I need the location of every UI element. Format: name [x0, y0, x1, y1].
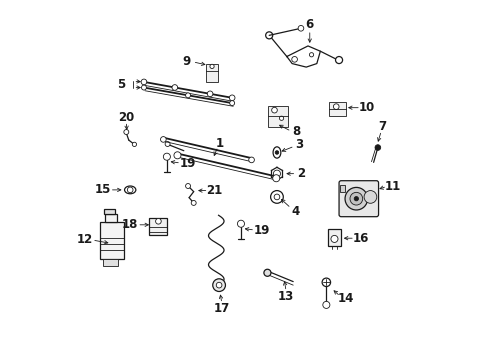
Circle shape: [374, 145, 380, 150]
Circle shape: [322, 278, 330, 287]
Circle shape: [141, 79, 146, 85]
Circle shape: [298, 26, 303, 31]
Circle shape: [174, 152, 181, 159]
Circle shape: [264, 269, 270, 276]
Text: 13: 13: [278, 290, 294, 303]
Text: 11: 11: [384, 180, 400, 193]
Circle shape: [265, 32, 272, 39]
Circle shape: [353, 197, 358, 201]
Text: 20: 20: [118, 111, 134, 124]
Bar: [339, 185, 345, 192]
Circle shape: [212, 279, 225, 292]
Bar: [100, 222, 123, 259]
Circle shape: [271, 107, 277, 113]
Circle shape: [364, 190, 376, 203]
Text: 6: 6: [305, 18, 313, 31]
Text: 19: 19: [253, 224, 270, 237]
Circle shape: [191, 201, 196, 206]
Bar: [267, 106, 287, 127]
Circle shape: [141, 85, 146, 90]
Text: 1: 1: [215, 137, 224, 150]
Circle shape: [279, 116, 283, 120]
FancyBboxPatch shape: [338, 181, 378, 217]
Text: 3: 3: [294, 138, 302, 151]
Circle shape: [322, 301, 329, 309]
Circle shape: [185, 184, 190, 189]
Circle shape: [309, 53, 313, 57]
Bar: [149, 219, 166, 235]
Circle shape: [272, 175, 279, 182]
Text: 7: 7: [377, 120, 386, 133]
Circle shape: [275, 151, 278, 154]
Text: 2: 2: [296, 167, 305, 180]
Text: 10: 10: [358, 101, 375, 114]
Circle shape: [274, 194, 279, 200]
Bar: [103, 259, 118, 266]
Bar: [327, 229, 340, 246]
Circle shape: [291, 57, 297, 62]
Bar: [328, 102, 346, 117]
Circle shape: [333, 104, 338, 109]
Circle shape: [160, 136, 166, 142]
Circle shape: [216, 282, 222, 288]
Text: 16: 16: [352, 232, 368, 245]
Circle shape: [132, 142, 136, 147]
Circle shape: [155, 219, 161, 224]
Circle shape: [349, 192, 362, 205]
Text: 5: 5: [117, 78, 125, 91]
Circle shape: [237, 220, 244, 227]
Circle shape: [273, 170, 280, 177]
Bar: [205, 64, 218, 82]
Circle shape: [209, 64, 214, 68]
Circle shape: [345, 188, 367, 210]
Circle shape: [270, 190, 283, 203]
Circle shape: [335, 57, 342, 64]
Text: 19: 19: [180, 157, 196, 170]
Circle shape: [248, 157, 254, 163]
Text: 9: 9: [182, 55, 190, 68]
Text: 14: 14: [337, 292, 353, 305]
Circle shape: [185, 93, 190, 98]
Text: 17: 17: [213, 302, 229, 315]
Circle shape: [330, 235, 337, 242]
Circle shape: [127, 187, 133, 193]
Text: 8: 8: [292, 125, 300, 138]
Circle shape: [207, 91, 212, 96]
Text: 18: 18: [122, 218, 138, 231]
Bar: [104, 213, 117, 222]
Circle shape: [229, 100, 234, 105]
Text: 21: 21: [205, 184, 222, 197]
Bar: [104, 209, 114, 213]
Text: 4: 4: [290, 204, 299, 217]
Circle shape: [172, 85, 177, 90]
Circle shape: [123, 130, 128, 135]
Circle shape: [165, 141, 170, 147]
Circle shape: [163, 153, 170, 160]
Circle shape: [229, 95, 235, 100]
Text: 12: 12: [77, 234, 93, 247]
Text: 15: 15: [94, 183, 111, 196]
